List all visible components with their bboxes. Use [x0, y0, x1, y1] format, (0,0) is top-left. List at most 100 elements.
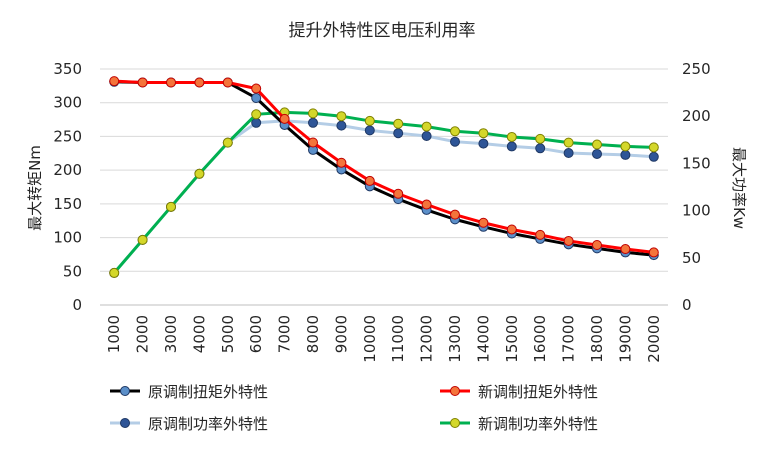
data-point-2	[592, 239, 602, 250]
data-point-2	[563, 235, 574, 246]
data-point-4	[563, 137, 574, 148]
data-point-4	[535, 133, 546, 144]
data-point-2	[137, 77, 148, 88]
x-tick-label: 7000	[276, 315, 294, 353]
data-point-2	[393, 188, 404, 199]
x-tick-label: 12000	[418, 315, 436, 363]
data-point-2	[535, 229, 546, 240]
x-tick-label: 18000	[588, 315, 606, 363]
data-point-2	[251, 83, 262, 94]
y-left-tick-label: 250	[53, 127, 82, 145]
x-tick-label: 15000	[503, 315, 521, 363]
x-tick-label: 11000	[389, 315, 407, 363]
x-tick-label: 3000	[162, 315, 180, 353]
y-right-tick-label: 0	[682, 296, 692, 314]
data-point-3	[648, 151, 659, 162]
data-point-4	[620, 141, 631, 152]
y-axis-right-label: 最大功率Kw	[730, 147, 748, 229]
data-point-3	[393, 128, 404, 139]
data-point-3	[506, 141, 517, 152]
x-tick-label: 9000	[332, 315, 350, 353]
x-tick-label: 20000	[645, 315, 663, 363]
y-axis-left-label: 最大转矩Nm	[26, 145, 44, 231]
data-point-4	[109, 267, 120, 278]
data-point-3	[478, 138, 489, 149]
data-point-3	[421, 131, 432, 142]
data-point-3	[450, 136, 460, 147]
x-tick-label: 5000	[219, 315, 237, 353]
data-point-2	[450, 209, 460, 220]
data-point-3	[251, 117, 262, 128]
data-point-2	[364, 175, 375, 186]
data-point-2	[279, 113, 290, 124]
y-left-tick-label: 0	[72, 296, 82, 314]
axes: 0 50 100 150 200 250 300 350 0 50 100 150 200 250 1000…	[53, 60, 710, 363]
y-right-tick-label: 200	[682, 107, 711, 125]
data-point-2	[648, 247, 659, 258]
data-point-4	[393, 118, 404, 129]
legend-marker	[120, 418, 130, 428]
data-point-2	[194, 77, 205, 88]
data-point-2	[336, 157, 347, 168]
series-line-1	[114, 80, 654, 257]
data-point-4	[222, 137, 233, 148]
data-point-2	[166, 77, 176, 88]
x-tick-label: 10000	[361, 315, 379, 363]
legend-item-1: 原调制扭矩外特性	[110, 383, 268, 401]
legend-label: 新调制功率外特性	[478, 415, 598, 433]
series-line-2	[114, 79, 654, 254]
legend-marker	[450, 386, 460, 396]
legend-item-4: 新调制功率外特性	[440, 415, 598, 433]
y-left-tick-label: 200	[53, 161, 82, 179]
data-point-4	[251, 109, 262, 120]
data-point-1	[251, 92, 262, 103]
x-tick-label: 4000	[190, 315, 208, 353]
series-layer	[109, 76, 659, 278]
data-point-2	[506, 224, 517, 235]
data-point-4	[506, 131, 517, 142]
legend-label: 原调制扭矩外特性	[148, 383, 268, 401]
legend-item-3: 原调制功率外特性	[110, 415, 268, 433]
x-tick-label: 2000	[134, 315, 152, 353]
data-point-4	[166, 201, 176, 212]
legend-item-2: 新调制扭矩外特性	[440, 383, 598, 401]
data-point-2	[478, 217, 489, 228]
data-point-4	[194, 168, 205, 179]
legend-marker	[120, 386, 130, 396]
y-left-tick-label: 300	[53, 94, 82, 112]
data-point-4	[308, 108, 318, 119]
x-tick-label: 16000	[531, 315, 549, 363]
y-left-tick-label: 100	[53, 229, 82, 247]
data-point-3	[620, 149, 631, 160]
data-point-2	[421, 199, 432, 210]
legend-marker	[450, 418, 460, 428]
y-right-tick-label: 100	[682, 202, 711, 220]
x-tick-label: 6000	[247, 315, 265, 353]
data-point-2	[109, 76, 120, 87]
chart-title: 提升外特性区电压利用率	[289, 21, 476, 41]
x-tick-label: 13000	[446, 315, 464, 363]
x-tick-label: 8000	[304, 315, 322, 353]
data-point-4	[478, 128, 489, 139]
data-point-2	[222, 77, 233, 88]
data-point-4	[592, 139, 602, 150]
data-point-4	[648, 142, 659, 153]
x-tick-label: 19000	[616, 315, 634, 363]
data-point-3	[563, 148, 574, 159]
data-point-2	[620, 244, 631, 255]
y-right-tick-label: 50	[682, 249, 701, 267]
gridlines	[100, 68, 668, 272]
y-left-tick-label: 350	[53, 60, 82, 78]
x-tick-label: 14000	[474, 315, 492, 363]
x-tick-label: 1000	[105, 315, 123, 353]
data-point-3	[535, 143, 546, 154]
data-point-4	[450, 126, 460, 137]
y-left-tick-label: 150	[53, 195, 82, 213]
data-point-2	[308, 137, 318, 148]
x-tick-label: 17000	[560, 315, 578, 363]
data-point-4	[336, 111, 347, 122]
legend-label: 原调制功率外特性	[148, 415, 268, 433]
